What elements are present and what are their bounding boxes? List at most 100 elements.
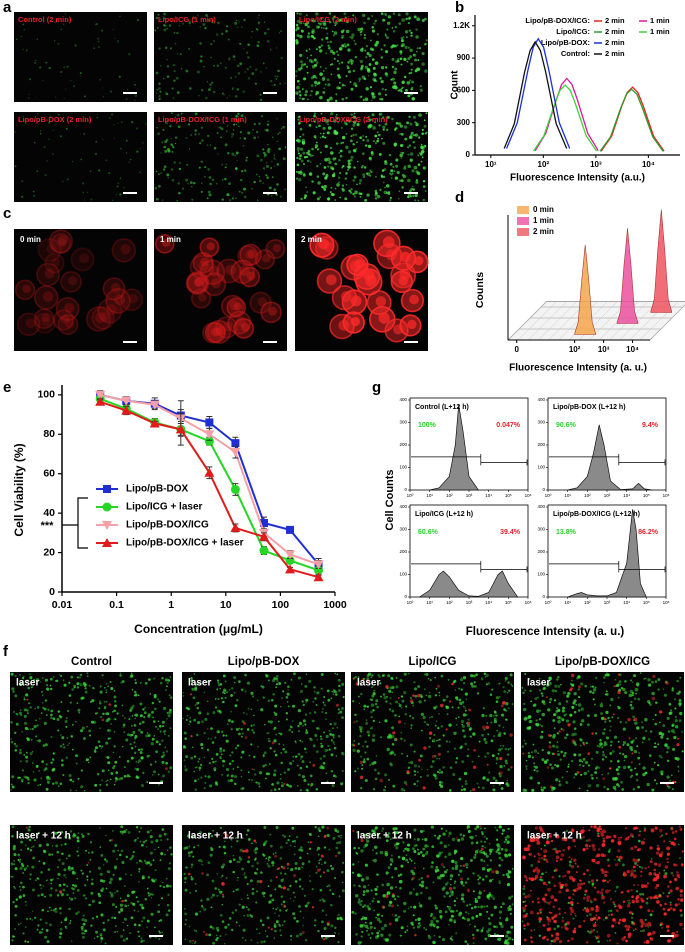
dot xyxy=(104,707,106,709)
dot xyxy=(170,676,172,678)
dot xyxy=(466,867,468,869)
dot xyxy=(223,94,224,95)
dot xyxy=(152,717,154,719)
dot xyxy=(447,906,449,908)
dot xyxy=(299,35,302,38)
dot xyxy=(320,743,322,745)
dot xyxy=(503,765,505,767)
dot xyxy=(600,704,604,708)
dot xyxy=(50,714,53,717)
dot xyxy=(563,754,566,757)
dot xyxy=(256,174,258,176)
dot xyxy=(524,895,527,898)
dot xyxy=(488,772,490,774)
dot xyxy=(320,757,322,759)
dot xyxy=(350,81,352,83)
dot xyxy=(70,676,73,679)
dot xyxy=(47,781,50,784)
dot xyxy=(542,749,544,751)
dot xyxy=(488,898,490,900)
dot xyxy=(289,835,291,837)
dot xyxy=(48,853,51,856)
dot xyxy=(192,856,194,858)
dot xyxy=(424,145,426,147)
dot xyxy=(243,915,244,916)
dot xyxy=(554,727,556,729)
dot xyxy=(456,838,458,840)
dot xyxy=(57,729,59,731)
dot xyxy=(234,59,235,60)
dot xyxy=(495,870,498,873)
dot xyxy=(580,723,583,726)
dot xyxy=(510,748,511,749)
dot xyxy=(289,785,292,788)
dot xyxy=(240,137,242,139)
dot xyxy=(630,776,632,778)
dot xyxy=(428,936,431,939)
dot xyxy=(16,723,19,726)
dot xyxy=(465,693,468,696)
dot xyxy=(168,909,170,911)
dot xyxy=(297,725,299,727)
dot xyxy=(548,745,551,748)
dot xyxy=(219,890,221,892)
dot xyxy=(101,747,103,749)
dot xyxy=(391,726,394,729)
dot xyxy=(446,728,448,730)
dot xyxy=(158,847,160,849)
dot xyxy=(494,718,497,721)
dot xyxy=(80,683,83,686)
dot xyxy=(167,712,169,714)
dot xyxy=(617,773,620,776)
dot xyxy=(14,694,17,697)
dot xyxy=(343,29,345,31)
dot xyxy=(324,835,327,838)
dot xyxy=(120,935,123,938)
dot xyxy=(449,789,451,791)
dot xyxy=(274,937,275,938)
dot xyxy=(248,779,250,781)
dot xyxy=(166,28,168,30)
dot xyxy=(307,57,309,59)
dot xyxy=(158,904,160,906)
dot xyxy=(306,674,307,675)
dot xyxy=(645,730,648,733)
dot xyxy=(77,686,79,688)
micrograph xyxy=(295,112,428,202)
dot xyxy=(186,707,189,710)
dot xyxy=(163,886,165,888)
dot xyxy=(408,17,411,20)
dot xyxy=(63,889,66,892)
dot xyxy=(370,40,372,42)
dot xyxy=(61,759,63,761)
dot xyxy=(23,754,25,756)
dot xyxy=(408,762,410,764)
dot xyxy=(437,836,440,839)
dot xyxy=(195,941,197,943)
dot xyxy=(155,726,157,728)
dot xyxy=(233,891,235,893)
dot xyxy=(401,788,404,791)
dot xyxy=(363,885,366,888)
dot xyxy=(376,852,378,854)
dot xyxy=(155,869,157,871)
dot xyxy=(413,850,416,853)
dot xyxy=(140,937,142,939)
dot xyxy=(325,27,327,29)
dot xyxy=(537,752,539,754)
dot xyxy=(354,175,357,178)
dot xyxy=(366,173,368,175)
dot xyxy=(405,18,408,21)
dot xyxy=(509,908,512,911)
dot xyxy=(310,54,312,56)
dot xyxy=(138,924,141,927)
dot xyxy=(66,737,68,739)
dot xyxy=(223,846,226,849)
dot xyxy=(432,760,435,763)
dot xyxy=(487,869,490,872)
dot xyxy=(667,861,669,863)
dot xyxy=(22,932,24,934)
dot xyxy=(582,827,584,829)
dot xyxy=(668,730,671,733)
dot xyxy=(353,166,355,168)
